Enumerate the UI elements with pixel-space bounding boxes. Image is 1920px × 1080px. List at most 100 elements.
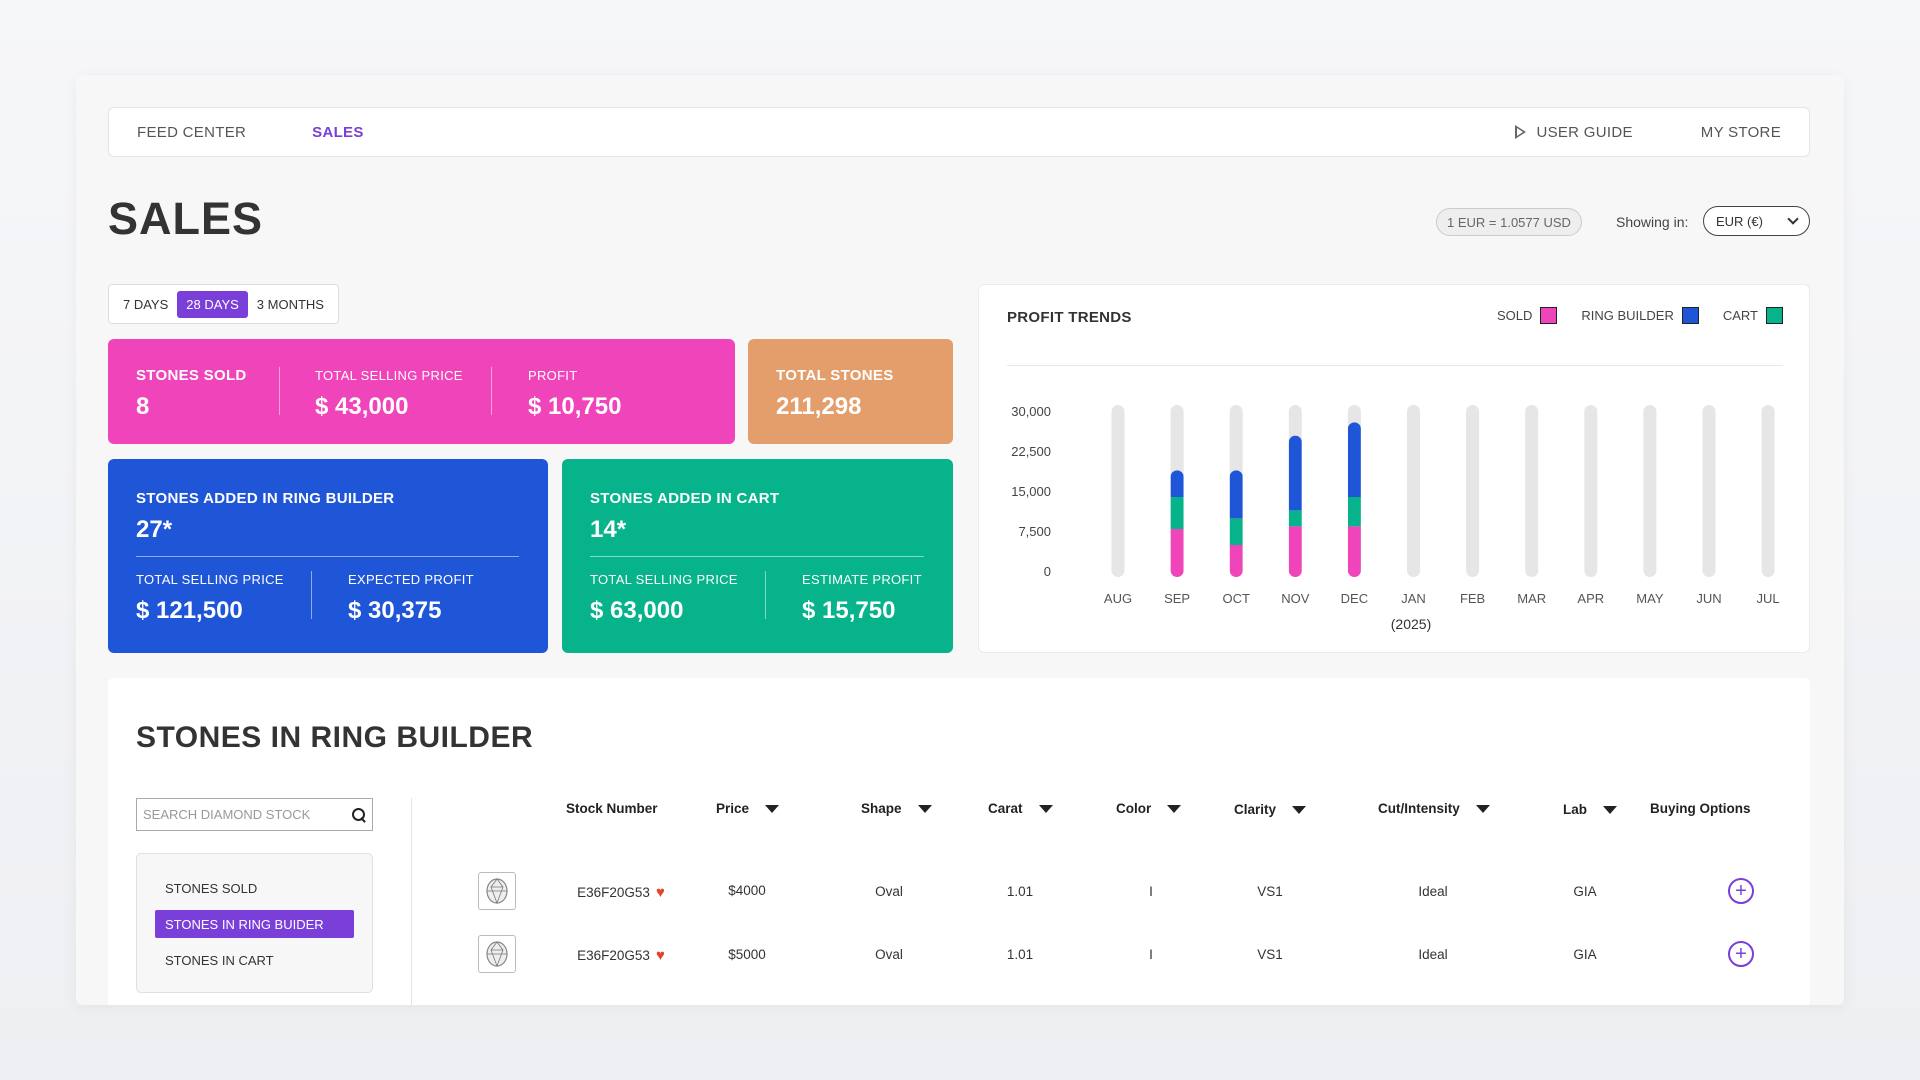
ring-profit-value: $ 30,375 [348,597,442,624]
y-tick-label: 0 [1044,564,1051,579]
clarity-cell: VS1 [1257,884,1283,899]
carat-cell: 1.01 [1006,947,1034,962]
play-icon [1515,125,1527,139]
divider [311,571,312,619]
col-clarity[interactable]: Clarity [1234,802,1307,817]
bar-track [1407,405,1420,577]
bar-segment-sold [1170,529,1184,577]
profit-trends-card: PROFIT TRENDS SOLD RING BUILDER CART 30,… [978,284,1810,653]
cut-cell: Ideal [1418,884,1448,899]
period-28-days[interactable]: 28 DAYS [177,290,248,318]
sort-caret-icon[interactable] [1038,804,1053,813]
search-icon[interactable] [352,807,366,822]
heart-icon[interactable]: ♥ [655,884,665,901]
filter-stones-in-cart[interactable]: STONES IN CART [165,952,274,968]
color-cell: I [1149,884,1153,899]
y-tick-label: 22,500 [1011,444,1051,459]
search-input[interactable] [143,807,343,822]
sort-caret-icon[interactable] [1167,804,1182,813]
divider [765,571,766,619]
nav-feed-center[interactable]: FEED CENTER [137,123,247,141]
bar-segment-cart [1347,497,1361,527]
price-cell: $4000 [728,883,766,898]
chart-divider [1007,365,1783,366]
bar-track [1111,405,1125,577]
x-tick-label: JAN [1401,591,1426,606]
col-label: Cut/Intensity [1378,801,1460,816]
bar-track [1702,405,1716,577]
top-nav: FEED CENTER SALES USER GUIDE MY STORE [108,107,1810,157]
period-3-months[interactable]: 3 MONTHS [256,296,324,312]
sort-caret-icon[interactable] [1292,805,1307,814]
legend-ring-builder: RING BUILDER [1581,307,1699,324]
sort-caret-icon[interactable] [765,804,780,813]
exchange-rate-badge: 1 EUR = 1.0577 USD [1436,208,1582,236]
col-label: Shape [861,801,902,816]
col-shape[interactable]: Shape [861,801,932,816]
x-tick-label: NOV [1281,591,1310,606]
nav-right: USER GUIDE MY STORE [1447,124,1781,141]
col-buying-options: Buying Options [1650,801,1751,816]
ring-builder-label: STONES ADDED IN RING BUILDER [136,490,395,507]
cart-card: STONES ADDED IN CART 14* TOTAL SELLING P… [562,459,953,653]
profit-chart: 30,000 22,500 15,000 7,500 0 AUG SEP OCT NOV DEC J… [1011,404,1779,632]
col-price[interactable]: Price [716,801,780,816]
nav-user-guide[interactable]: USER GUIDE [1515,124,1632,141]
col-color[interactable]: Color [1116,801,1182,816]
period-selector: 7 DAYS 28 DAYS 3 MONTHS [108,284,339,324]
carat-cell: 1.01 [1006,884,1034,899]
col-label: Price [716,801,750,816]
col-stock-number: Stock Number [566,801,658,816]
stock-number: E36F20G53 [577,948,650,963]
currency-value: EUR (€) [1716,213,1763,229]
bar-segment-ring-builder [1347,422,1361,497]
x-axis-label: (2025) [1391,616,1431,632]
profit-label: PROFIT [528,368,578,383]
diamond-thumbnail[interactable] [478,872,516,910]
add-icon[interactable]: + [1728,878,1754,904]
chart-title: PROFIT TRENDS [1007,309,1132,326]
heart-icon[interactable]: ♥ [655,947,665,964]
shape-cell: Oval [875,884,903,899]
ring-builder-value: 27* [136,516,173,543]
period-7-days[interactable]: 7 DAYS [123,296,169,312]
x-tick-label: MAY [1636,591,1664,606]
legend-cart: CART [1723,307,1783,324]
lab-cell: GIA [1573,947,1597,962]
bar-segment-sold [1288,526,1302,577]
bar-segment-cart [1288,510,1302,527]
sort-caret-icon[interactable] [917,804,932,813]
col-label: Carat [988,801,1023,816]
cart-value: 14* [590,516,627,543]
nav-sales[interactable]: SALES [312,123,364,141]
diamond-icon [486,941,508,968]
total-stones-label: TOTAL STONES [776,367,894,384]
stock-number-cell: E36F20G53 ♥ [577,884,665,901]
y-tick-label: 7,500 [1018,524,1051,539]
legend-swatch [1766,307,1783,324]
cart-price-label: TOTAL SELLING PRICE [590,572,738,587]
legend-cart-label: CART [1722,308,1758,323]
col-label: Color [1116,801,1152,816]
currency-select[interactable]: EUR (€) [1703,206,1810,236]
stones-section: STONES IN RING BUILDER STONES SOLD STONE… [108,678,1810,1005]
sort-caret-icon[interactable] [1475,804,1490,813]
cart-profit-value: $ 15,750 [802,597,896,624]
col-label: Stock Number [566,801,658,816]
col-carat[interactable]: Carat [988,801,1053,816]
chevron-down-icon [1787,213,1799,225]
y-tick-label: 30,000 [1011,404,1051,419]
col-lab[interactable]: Lab [1563,802,1618,817]
bar-track [1584,405,1598,577]
sort-caret-icon[interactable] [1603,805,1618,814]
filter-stones-sold[interactable]: STONES SOLD [165,880,258,896]
add-icon[interactable]: + [1728,941,1754,967]
y-tick-label: 15,000 [1011,484,1051,499]
cart-label: STONES ADDED IN CART [590,490,780,507]
search-box [136,798,373,831]
nav-my-store[interactable]: MY STORE [1700,123,1781,141]
divider [279,367,280,415]
diamond-thumbnail[interactable] [478,935,516,973]
filter-stones-in-ring-builder[interactable]: STONES IN RING BUIDER [155,910,354,938]
col-cut[interactable]: Cut/Intensity [1378,801,1490,816]
